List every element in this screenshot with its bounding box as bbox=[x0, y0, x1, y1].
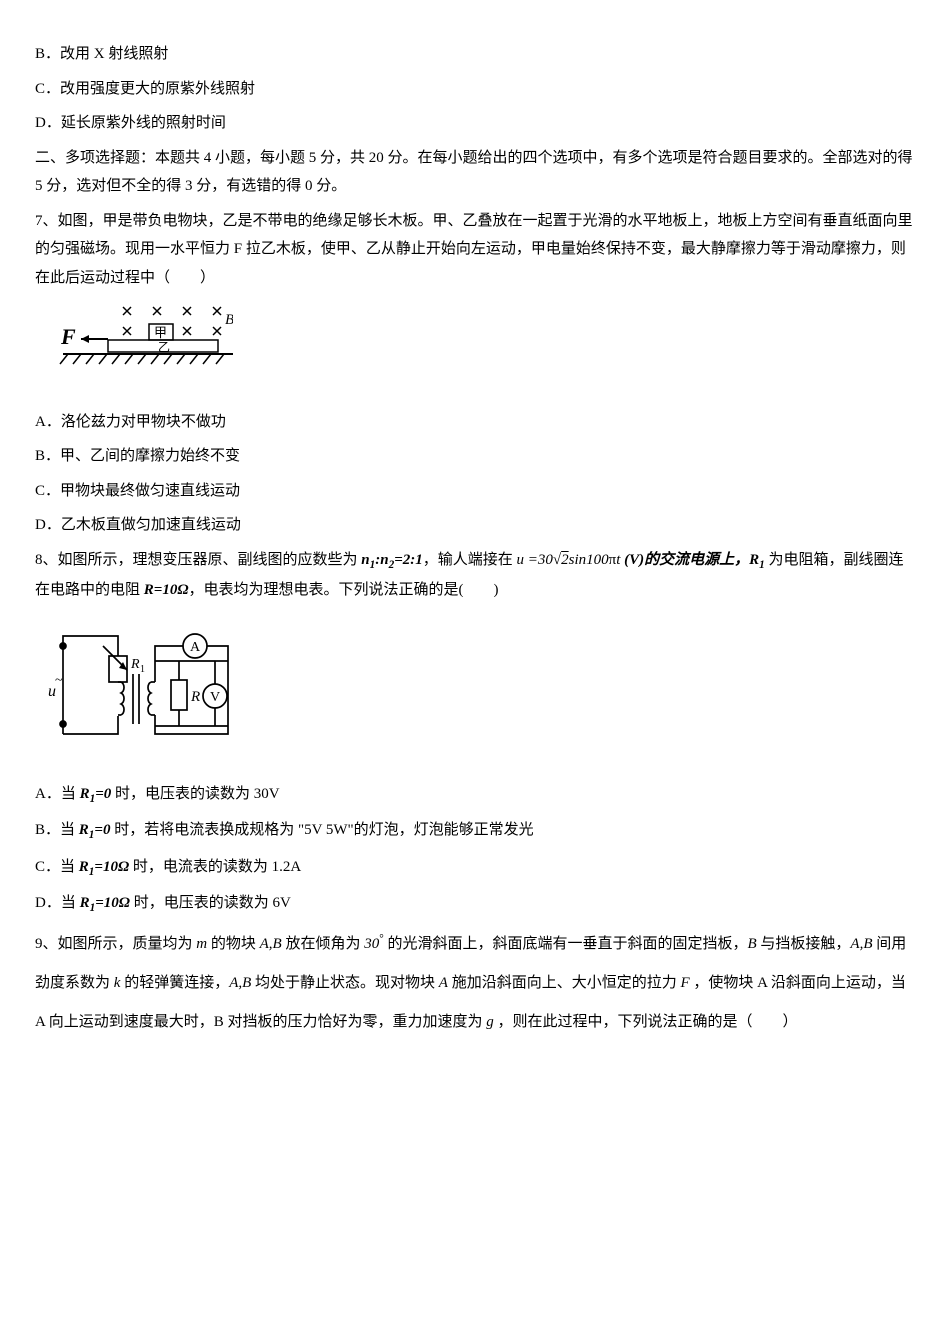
q8-option-a: A．当 R1=0 时，电压表的读数为 30V bbox=[35, 780, 915, 810]
svg-text:1: 1 bbox=[140, 664, 145, 675]
svg-text:F: F bbox=[60, 324, 76, 349]
q9-ab1: A,B bbox=[260, 936, 282, 952]
q9-f: F bbox=[680, 975, 689, 991]
q9-b: B bbox=[747, 936, 756, 952]
q8a-post: 时，电压表的读数为 30V bbox=[111, 786, 279, 802]
q9-g: g bbox=[486, 1014, 494, 1030]
q9-a: A bbox=[439, 975, 448, 991]
q8-mid2: (V)的交流电源上， bbox=[620, 552, 749, 568]
q8-end: ，电表均为理想电表。下列说法正确的是( ) bbox=[189, 582, 499, 598]
q6-option-b: B．改用 X 射线照射 bbox=[35, 40, 915, 69]
q9-s11: ，则在此过程中，下列说法正确的是（ ） bbox=[494, 1014, 798, 1030]
svg-text:A: A bbox=[190, 640, 201, 655]
q9-30: 30° bbox=[364, 936, 384, 952]
svg-text:R: R bbox=[190, 689, 200, 705]
q8d-pre: D．当 bbox=[35, 895, 80, 911]
q9-stem: 9、如图所示，质量均为 m 的物块 A,B 放在倾角为 30° 的光滑斜面上，斜… bbox=[35, 925, 915, 1042]
q8-option-b: B．当 R1=0 时，若将电流表换成规格为 "5V 5W"的灯泡，灯泡能够正常发… bbox=[35, 816, 915, 846]
q8d-r: R1=10Ω bbox=[80, 895, 130, 911]
q8-ratio: n1:n2=2:1 bbox=[361, 552, 422, 568]
q8b-pre: B．当 bbox=[35, 822, 79, 838]
q8c-r: R1=10Ω bbox=[79, 859, 129, 875]
q8c-post: 时，电流表的读数为 1.2A bbox=[129, 859, 301, 875]
q8-option-d: D．当 R1=10Ω 时，电压表的读数为 6V bbox=[35, 889, 915, 919]
q8b-post: 时，若将电流表换成规格为 "5V 5W"的灯泡，灯泡能够正常发光 bbox=[110, 822, 533, 838]
q9-s1: 9、如图所示，质量均为 bbox=[35, 936, 196, 952]
q9-s7: 的轻弹簧连接， bbox=[120, 975, 229, 991]
section2-header: 二、多项选择题：本题共 4 小题，每小题 5 分，共 20 分。在每小题给出的四… bbox=[35, 144, 915, 201]
q8-option-c: C．当 R1=10Ω 时，电流表的读数为 1.2A bbox=[35, 853, 915, 883]
q8d-post: 时，电压表的读数为 6V bbox=[130, 895, 291, 911]
q8a-pre: A．当 bbox=[35, 786, 80, 802]
q7-option-d: D．乙木板直做匀加速直线运动 bbox=[35, 511, 915, 540]
svg-text:V: V bbox=[210, 690, 220, 705]
q8-stem: 8、如图所示，理想变压器原、副线图的应数些为 n1:n2=2:1，输人端接在 u… bbox=[35, 546, 915, 605]
svg-text:R: R bbox=[130, 657, 140, 672]
q9-m: m bbox=[196, 936, 207, 952]
q9-s9: 施加沿斜面向上、大小恒定的拉力 bbox=[448, 975, 681, 991]
q9-s2: 的物块 bbox=[207, 936, 260, 952]
q9-s3: 放在倾角为 bbox=[282, 936, 365, 952]
q7-option-c: C．甲物块最终做匀速直线运动 bbox=[35, 477, 915, 506]
q8-stem-pre: 8、如图所示，理想变压器原、副线图的应数些为 bbox=[35, 552, 361, 568]
q7-option-b: B．甲、乙间的摩擦力始终不变 bbox=[35, 442, 915, 471]
q8-r1: R1 bbox=[749, 552, 765, 568]
q9-ab2: A,B bbox=[850, 936, 872, 952]
svg-text:~: ~ bbox=[55, 673, 63, 688]
q7-option-a: A．洛伦兹力对甲物块不做功 bbox=[35, 408, 915, 437]
svg-text:B: B bbox=[225, 312, 233, 328]
q8-mid1: ，输人端接在 bbox=[423, 552, 517, 568]
q6-option-d: D．延长原紫外线的照射时间 bbox=[35, 109, 915, 138]
q8b-r: R1=0 bbox=[79, 822, 111, 838]
q6-option-c: C．改用强度更大的原紫外线照射 bbox=[35, 75, 915, 104]
q8c-pre: C．当 bbox=[35, 859, 79, 875]
q7-stem: 7、如图，甲是带负电物块，乙是不带电的绝缘足够长木板。甲、乙叠放在一起置于光滑的… bbox=[35, 207, 915, 293]
q9-s4: 的光滑斜面上，斜面底端有一垂直于斜面的固定挡板， bbox=[384, 936, 748, 952]
svg-text:甲: 甲 bbox=[154, 325, 167, 340]
svg-text:乙: 乙 bbox=[158, 340, 170, 354]
q7-diagram: B F 甲 乙 bbox=[43, 304, 915, 390]
q8-diagram: u ~ R 1 R A V bbox=[43, 616, 915, 762]
q8-rval: R=10Ω bbox=[144, 582, 189, 598]
q9-s8: 均处于静止状态。现对物块 bbox=[251, 975, 439, 991]
q9-s5: 与挡板接触， bbox=[757, 936, 851, 952]
q8-formula: u =30√2sin100πt bbox=[517, 552, 621, 568]
q9-ab3: A,B bbox=[229, 975, 251, 991]
q8a-r: R1=0 bbox=[80, 786, 112, 802]
